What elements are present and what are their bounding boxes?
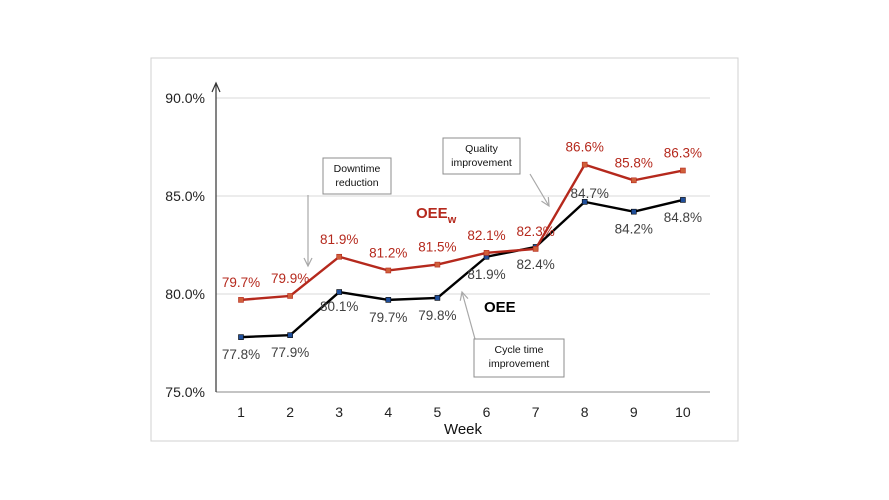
y-axis-arrow xyxy=(211,81,221,93)
x-tick-label: 4 xyxy=(384,404,392,420)
data-label: 79.7% xyxy=(222,275,260,290)
data-point xyxy=(336,289,343,295)
data-label: 79.9% xyxy=(271,271,309,286)
annotations: DowntimereductionQualityimprovementCycle… xyxy=(303,137,565,378)
annotation-text: Quality xyxy=(465,143,498,155)
data-point xyxy=(287,293,293,299)
data-point xyxy=(287,332,293,338)
x-tick-label: 10 xyxy=(675,404,691,420)
data-label: 81.5% xyxy=(418,240,456,255)
annotation-text: Downtime xyxy=(334,163,381,175)
data-point xyxy=(581,161,588,168)
data-label: 81.2% xyxy=(369,245,407,260)
data-label: 82.4% xyxy=(516,257,554,272)
x-tick-label: 7 xyxy=(532,404,540,420)
annotation-text: improvement xyxy=(489,358,550,370)
x-tick-label: 8 xyxy=(581,404,589,420)
annotation-arrowhead xyxy=(303,257,313,268)
data-point xyxy=(385,297,392,303)
data-label: 86.6% xyxy=(566,140,604,155)
data-label: 82.1% xyxy=(467,228,505,243)
annotation-callout: Downtime reduction xyxy=(303,157,392,268)
data-point xyxy=(581,199,588,205)
data-label: 81.9% xyxy=(467,267,505,282)
series-line-oeew xyxy=(240,163,684,302)
annotation-arrow xyxy=(461,291,476,340)
series-name-oee: OEE xyxy=(484,299,516,316)
data-point xyxy=(434,295,441,301)
annotation-arrowhead xyxy=(459,290,469,301)
series xyxy=(238,161,686,340)
y-tick-label: 80.0% xyxy=(165,286,205,302)
data-label: 86.3% xyxy=(664,146,702,161)
annotation-box xyxy=(473,338,565,378)
data-point xyxy=(434,261,441,268)
annotation-arrow xyxy=(529,173,550,207)
data-point xyxy=(680,197,686,203)
data-point xyxy=(483,250,490,256)
x-tick-label: 3 xyxy=(335,404,343,420)
annotation-box xyxy=(442,137,521,175)
data-label: 77.9% xyxy=(271,345,309,360)
y-tick-label: 90.0% xyxy=(165,90,205,106)
series-name-oeew: OEEw xyxy=(416,205,457,226)
annotation-text: reduction xyxy=(335,177,378,189)
axes xyxy=(211,81,710,393)
y-tick-label: 75.0% xyxy=(165,384,205,400)
data-label: 82.3% xyxy=(516,224,554,239)
data-label: 81.9% xyxy=(320,232,358,247)
annotation-box xyxy=(322,157,392,195)
annotation-arrowhead xyxy=(541,197,550,208)
data-point xyxy=(238,297,244,303)
data-point xyxy=(336,253,343,260)
data-point xyxy=(532,246,539,252)
data-label: 85.8% xyxy=(615,155,653,170)
annotation-callout: Cycle time improvement xyxy=(459,290,565,378)
x-tick-label: 5 xyxy=(434,404,442,420)
x-tick-label: 2 xyxy=(286,404,294,420)
data-label: 79.7% xyxy=(369,310,407,325)
annotation-text: improvement xyxy=(451,157,512,169)
data-label: 84.2% xyxy=(615,222,653,237)
y-tick-label: 85.0% xyxy=(165,188,205,204)
data-point xyxy=(680,167,686,174)
x-tick-label: 1 xyxy=(237,404,245,420)
data-label: 79.8% xyxy=(418,308,456,323)
data-label: 84.8% xyxy=(664,210,702,225)
data-point xyxy=(630,208,637,215)
chart-frame xyxy=(150,57,739,442)
data-label: 84.7% xyxy=(571,186,609,201)
x-axis-title: Week xyxy=(444,421,483,438)
data-label: 80.1% xyxy=(320,299,358,314)
annotation-callout: Quality improvement xyxy=(442,137,550,208)
x-tick-label: 9 xyxy=(630,404,638,420)
data-point xyxy=(630,177,637,184)
data-point xyxy=(238,334,244,340)
series-line-oee xyxy=(240,198,684,339)
tick-labels: 75.0% 80.0% 85.0% 90.0% 1 2 3 4 5 6 7 8 9 10 xyxy=(165,90,691,420)
data-label: 77.8% xyxy=(222,347,260,362)
annotation-text: Cycle time xyxy=(494,344,543,356)
data-labels: 77.8% 77.9% 80.1% 79.7% 79.8% 81.9% 82.4% 84.7%… xyxy=(222,140,702,362)
x-tick-label: 6 xyxy=(483,404,491,420)
data-point xyxy=(385,267,392,274)
